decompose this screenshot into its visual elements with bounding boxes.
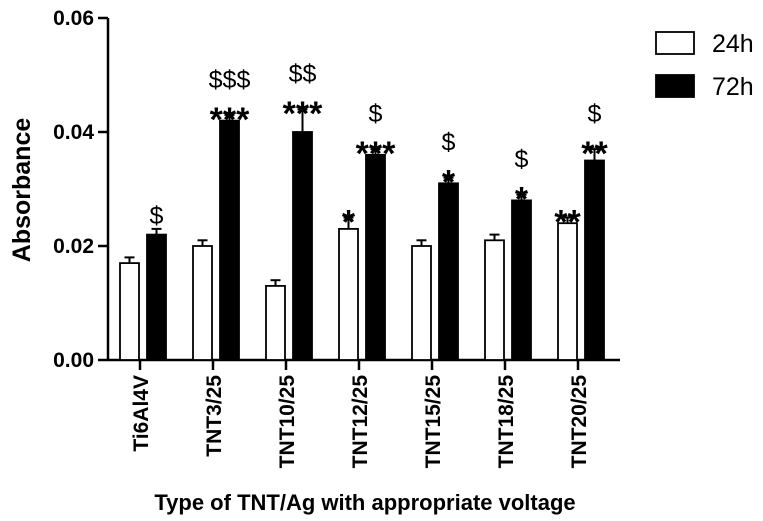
significance-annotations: $***$$$***$$****$*$*$****$ xyxy=(150,60,609,241)
bar-24h xyxy=(557,222,578,361)
significance-stars: ** xyxy=(554,204,581,242)
significance-dollars: $$ xyxy=(289,60,317,88)
bar-24h xyxy=(119,262,140,361)
x-axis-title: Type of TNT/Ag with appropriate voltage xyxy=(154,490,575,515)
significance-stars: * xyxy=(515,181,529,219)
bar-72h xyxy=(292,131,313,361)
significance-dollars: $ xyxy=(369,100,383,128)
significance-dollars: $ xyxy=(588,100,602,128)
x-tick-label: TNT20/25 xyxy=(568,375,591,469)
significance-dollars: $ xyxy=(150,202,164,230)
bar-24h xyxy=(411,245,432,361)
legend: 24h 72h xyxy=(655,30,754,101)
x-tick-label: TNT12/25 xyxy=(349,375,372,469)
significance-stars: * xyxy=(342,204,356,242)
bar-72h xyxy=(511,199,532,361)
x-tick-label: TNT15/25 xyxy=(422,375,445,469)
bar-72h xyxy=(584,159,605,361)
y-tick-label: 0.06 xyxy=(53,7,94,30)
y-axis-title: Absorbance xyxy=(8,118,36,263)
bar-24h xyxy=(484,239,505,361)
x-tick-label: TNT10/25 xyxy=(276,375,299,469)
y-tick-label: 0.04 xyxy=(53,121,94,144)
legend-label: 72h xyxy=(712,73,754,101)
bars-group xyxy=(119,108,605,361)
legend-swatch-24h xyxy=(655,31,695,55)
x-tick-label: TNT18/25 xyxy=(495,375,518,469)
significance-stars: *** xyxy=(210,101,250,139)
significance-dollars: $$$ xyxy=(209,66,251,94)
legend-label: 24h xyxy=(712,30,754,58)
significance-stars: * xyxy=(442,164,456,202)
bar-24h xyxy=(338,227,359,361)
significance-dollars: $ xyxy=(442,129,456,157)
y-tick-label: 0.02 xyxy=(53,235,94,258)
x-tick-label: Ti6Al4V xyxy=(130,375,153,452)
bar-24h xyxy=(192,245,213,361)
legend-swatch-72h xyxy=(655,74,695,98)
bar-72h xyxy=(219,119,240,361)
significance-dollars: $ xyxy=(515,146,529,174)
bar-72h xyxy=(365,153,386,361)
x-axis: Ti6Al4V TNT3/25 TNT10/25 TNT12/25 TNT15/25 TN… xyxy=(108,358,620,469)
y-tick-label: 0.00 xyxy=(53,349,94,372)
bar-72h xyxy=(438,182,459,361)
y-axis: 0.00 0.02 0.04 0.06 xyxy=(53,7,110,372)
bar-72h xyxy=(146,233,167,361)
significance-stars: *** xyxy=(283,95,323,133)
significance-stars: ** xyxy=(581,135,608,173)
bar-24h xyxy=(265,284,286,361)
x-tick-label: TNT3/25 xyxy=(203,375,226,457)
significance-stars: *** xyxy=(356,135,396,173)
